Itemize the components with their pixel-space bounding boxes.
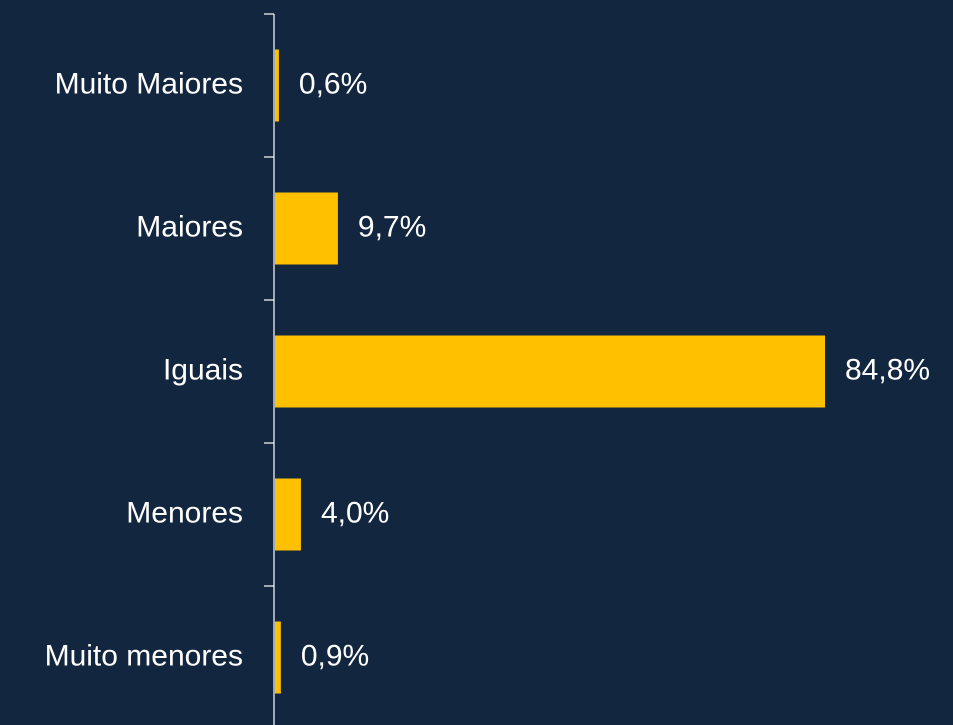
category-label: Menores	[126, 496, 243, 529]
bar	[275, 478, 301, 551]
category-label: Maiores	[136, 210, 243, 243]
value-label: 84,8%	[845, 353, 930, 386]
value-label: 0,9%	[301, 639, 369, 672]
value-label: 0,6%	[299, 67, 367, 100]
bar	[275, 621, 281, 694]
value-label: 9,7%	[358, 210, 426, 243]
value-label: 4,0%	[321, 496, 389, 529]
bar	[275, 335, 826, 408]
category-label: Muito Maiores	[55, 67, 243, 100]
category-label: Muito menores	[45, 639, 243, 672]
bar	[275, 192, 338, 265]
bar	[275, 49, 279, 122]
category-label: Iguais	[163, 353, 243, 386]
